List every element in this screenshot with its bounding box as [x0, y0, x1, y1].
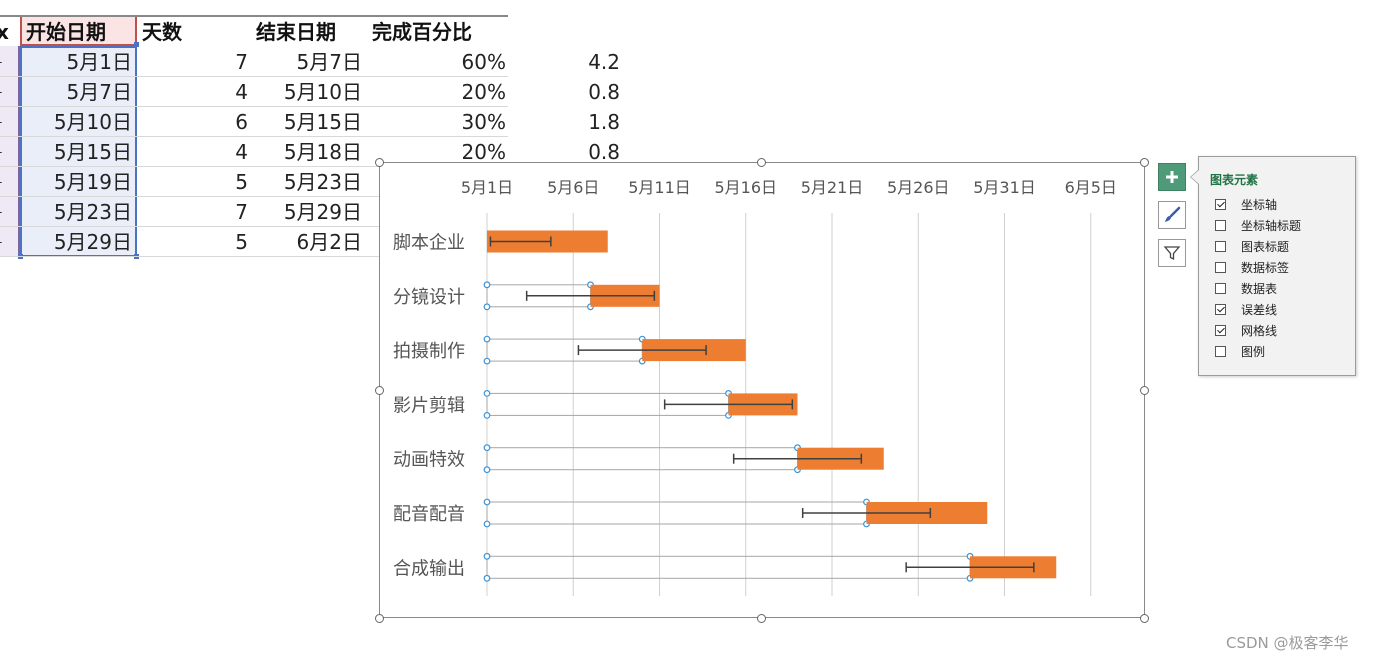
checkbox[interactable] [1215, 345, 1226, 357]
chart-elements-panel: 图表元素 坐标轴坐标轴标题图表标题数据标签数据表误差线网格线图例 [1198, 156, 1356, 376]
cell-start-date[interactable]: 5月15日 [53, 140, 132, 164]
chart-resize-handle[interactable] [375, 614, 384, 623]
checkbox[interactable] [1215, 261, 1226, 273]
chart-element-option[interactable]: 网格线 [1215, 322, 1277, 338]
chart-filters-button[interactable] [1158, 239, 1186, 267]
option-label: 坐标轴标题 [1241, 218, 1302, 233]
chart-element-option[interactable]: 数据标签 [1215, 259, 1289, 275]
checkbox[interactable] [1215, 240, 1226, 252]
checkbox[interactable] [1215, 282, 1226, 294]
selection-handle[interactable] [134, 42, 139, 47]
gantt-chart[interactable] [379, 162, 1145, 618]
chart-resize-handle[interactable] [757, 614, 766, 623]
plus-icon [1166, 171, 1178, 183]
checkbox[interactable] [1215, 324, 1226, 336]
row-divider [0, 136, 508, 137]
cell-days[interactable]: 4 [235, 80, 248, 104]
brush-icon [1165, 206, 1181, 222]
chart-resize-handle[interactable] [757, 158, 766, 167]
cell-days[interactable]: 7 [235, 200, 248, 224]
chart-element-option[interactable]: 坐标轴 [1215, 196, 1277, 212]
header-days[interactable]: 天数 [142, 20, 182, 44]
chart-resize-handle[interactable] [1140, 158, 1149, 167]
chart-resize-handle[interactable] [375, 158, 384, 167]
cell-end-date[interactable]: 5月29日 [283, 200, 362, 224]
option-label: 误差线 [1241, 302, 1278, 317]
task-cell-fragment[interactable]: ‐ [0, 77, 8, 107]
cell-end-date[interactable]: 5月23日 [283, 170, 362, 194]
cell-days[interactable]: 6 [235, 110, 248, 134]
row-divider [0, 106, 508, 107]
chart-element-option[interactable]: 坐标轴标题 [1215, 217, 1301, 233]
task-cell-fragment[interactable]: ‐ [0, 137, 8, 167]
option-label: 数据标签 [1241, 260, 1290, 275]
row-divider [0, 166, 380, 167]
row-divider [0, 226, 380, 227]
spreadsheet: х 开始日期 天数 结束日期 完成百分比 [0, 0, 508, 260]
cell-extra-value[interactable]: 0.8 [588, 140, 620, 164]
chart-element-option[interactable]: 数据表 [1215, 280, 1277, 296]
watermark: CSDN @极客李华 [1226, 634, 1349, 652]
row-divider [0, 196, 380, 197]
chart-resize-handle[interactable] [1140, 614, 1149, 623]
row-divider [0, 256, 380, 257]
cell-percent[interactable]: 20% [461, 140, 506, 164]
cell-end-date[interactable]: 5月7日 [296, 50, 362, 74]
chart-element-option[interactable]: 图例 [1215, 343, 1265, 359]
chart-elements-button[interactable] [1158, 163, 1186, 191]
task-cell-fragment[interactable]: ‐ [0, 227, 8, 257]
task-cell-fragment[interactable]: ‐ [0, 107, 8, 137]
cell-extra-value[interactable]: 1.8 [588, 110, 620, 134]
option-label: 图表标题 [1241, 239, 1290, 254]
chart-element-option[interactable]: 误差线 [1215, 301, 1277, 317]
checkbox[interactable] [1215, 219, 1226, 231]
cell-start-date[interactable]: 5月1日 [66, 50, 132, 74]
cell-start-date[interactable]: 5月29日 [53, 230, 132, 254]
cell-extra-value[interactable]: 4.2 [588, 50, 620, 74]
chart-resize-handle[interactable] [375, 386, 384, 395]
chart-element-option[interactable]: 图表标题 [1215, 238, 1289, 254]
header-start-date[interactable]: 开始日期 [26, 20, 106, 44]
option-label: 数据表 [1241, 281, 1278, 296]
cell-start-date[interactable]: 5月19日 [53, 170, 132, 194]
start-date-header-selection[interactable] [20, 15, 137, 46]
cell-percent[interactable]: 20% [461, 80, 506, 104]
partial-header-cell[interactable]: х [0, 20, 9, 44]
cell-end-date[interactable]: 5月18日 [283, 140, 362, 164]
chart-resize-handle[interactable] [1140, 386, 1149, 395]
option-label: 图例 [1241, 344, 1266, 359]
header-divider [0, 15, 508, 17]
option-label: 网格线 [1241, 323, 1278, 338]
task-cell-fragment[interactable]: ‐ [0, 47, 8, 77]
cell-days[interactable]: 4 [235, 140, 248, 164]
checkbox[interactable] [1215, 198, 1226, 210]
task-cell-fragment[interactable]: ‐ [0, 197, 8, 227]
start-date-column-selection[interactable] [20, 46, 137, 257]
task-column-selection [0, 46, 20, 257]
cell-end-date[interactable]: 6月2日 [296, 230, 362, 254]
task-cell-fragment[interactable]: ‐ [0, 167, 8, 197]
cell-percent[interactable]: 60% [461, 50, 506, 74]
header-percent[interactable]: 完成百分比 [372, 20, 472, 44]
cell-percent[interactable]: 30% [461, 110, 506, 134]
panel-pointer-inner [1191, 170, 1199, 184]
option-label: 坐标轴 [1241, 197, 1278, 212]
cell-start-date[interactable]: 5月7日 [66, 80, 132, 104]
cell-end-date[interactable]: 5月15日 [283, 110, 362, 134]
panel-title: 图表元素 [1210, 173, 1259, 187]
cell-start-date[interactable]: 5月23日 [53, 200, 132, 224]
cell-start-date[interactable]: 5月10日 [53, 110, 132, 134]
cell-extra-value[interactable]: 0.8 [588, 80, 620, 104]
cell-days[interactable]: 7 [235, 50, 248, 74]
cell-days[interactable]: 5 [235, 230, 248, 254]
header-end-date[interactable]: 结束日期 [256, 20, 336, 44]
chart-styles-button[interactable] [1158, 201, 1186, 229]
row-divider [0, 76, 508, 77]
checkbox[interactable] [1215, 303, 1226, 315]
cell-end-date[interactable]: 5月10日 [283, 80, 362, 104]
filter-icon [1163, 246, 1181, 261]
cell-days[interactable]: 5 [235, 170, 248, 194]
